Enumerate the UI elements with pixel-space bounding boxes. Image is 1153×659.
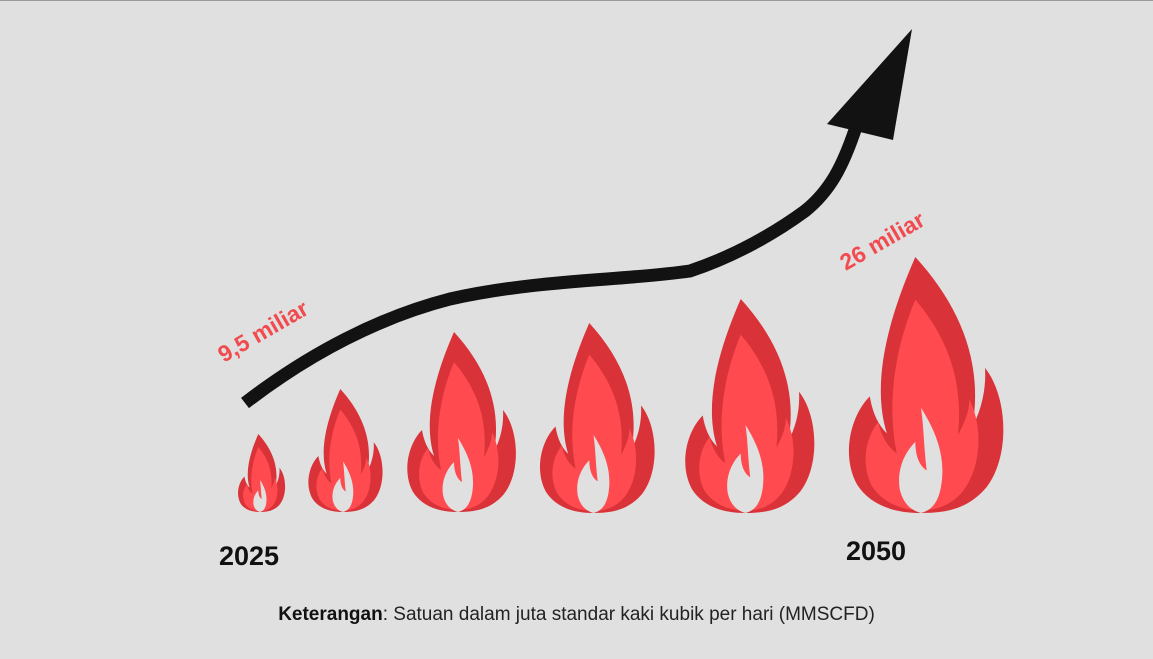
flame-icon (238, 434, 286, 512)
flame-icon (407, 332, 516, 512)
start-year-label: 2025 (219, 541, 280, 571)
flame-icon (848, 257, 1004, 513)
legend-title: Keterangan (278, 604, 383, 625)
flame-icon (308, 389, 383, 512)
legend-text: : Satuan dalam juta standar kaki kubik p… (382, 604, 875, 625)
legend-note: Keterangan: Satuan dalam juta standar ka… (0, 604, 1153, 626)
end-year-label: 2050 (846, 536, 907, 566)
trend-arrow-up-icon (241, 29, 912, 409)
flame-row (238, 257, 1004, 513)
flame-icon (685, 299, 815, 513)
flame-icon (539, 323, 655, 513)
